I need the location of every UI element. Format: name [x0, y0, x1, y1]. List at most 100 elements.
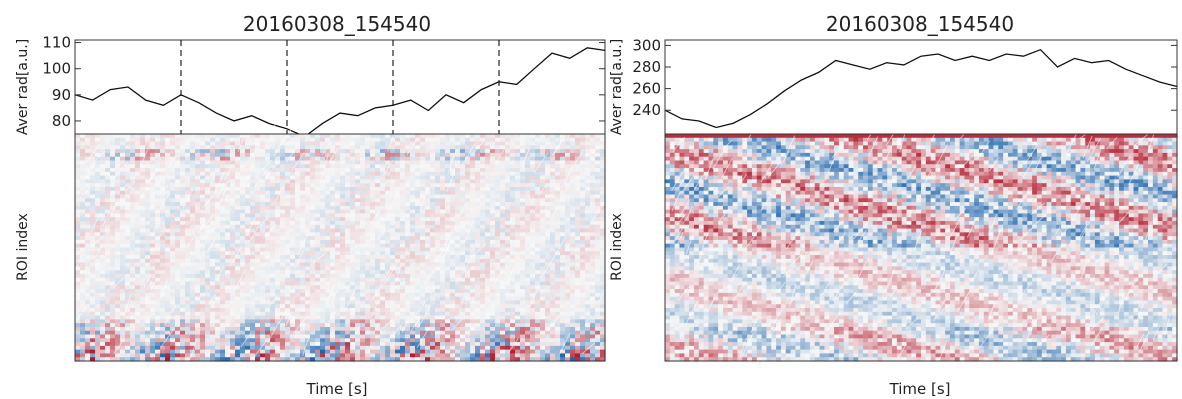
heatmap-cell	[450, 160, 456, 165]
heatmap-cell	[350, 209, 356, 215]
heatmap-cell	[120, 145, 126, 150]
heatmap-cell	[495, 296, 501, 302]
heatmap-cell	[225, 217, 231, 222]
heatmap-cell	[450, 255, 456, 260]
heatmap-cell	[270, 277, 276, 283]
heatmap-cell	[445, 183, 451, 188]
heatmap-cell	[245, 198, 251, 203]
heatmap-cell	[390, 217, 396, 222]
heatmap-cell	[345, 194, 351, 199]
heatmap-cell	[365, 168, 371, 173]
heatmap-cell	[520, 247, 526, 252]
heatmap-cell	[115, 198, 121, 203]
heatmap-cell	[565, 228, 571, 233]
heatmap-cell	[275, 228, 281, 233]
heatmap-cell	[400, 141, 406, 146]
heatmap-cell	[220, 308, 226, 313]
heatmap-cell	[355, 186, 361, 192]
heatmap-cell	[135, 262, 141, 268]
heatmap-cell	[555, 141, 561, 146]
heatmap-cell	[110, 198, 116, 203]
heatmap-cell	[365, 270, 371, 275]
heatmap-cell	[410, 190, 416, 196]
heatmap-cell	[355, 251, 361, 256]
heatmap-cell	[230, 160, 236, 165]
heatmap-cell	[470, 213, 476, 218]
heatmap-cell	[445, 168, 451, 173]
heatmap-cell	[280, 145, 286, 150]
heatmap-cell	[80, 255, 86, 260]
heatmap-cell	[80, 285, 86, 290]
heatmap-cell	[235, 156, 241, 162]
heatmap-cell	[135, 156, 141, 162]
heatmap-cell	[535, 134, 541, 139]
heatmap-cell	[145, 168, 151, 173]
heatmap-cell	[170, 149, 176, 154]
heatmap-cell	[230, 213, 236, 218]
heatmap-cell	[365, 183, 371, 188]
heatmap-cell	[75, 202, 81, 207]
heatmap-cell	[570, 160, 576, 165]
heatmap-cell	[395, 308, 401, 313]
heatmap-cell	[105, 164, 111, 169]
heatmap-cell	[215, 232, 221, 237]
heatmap-cell	[385, 186, 391, 192]
heatmap-cell	[595, 300, 601, 305]
heatmap-cell	[335, 300, 341, 305]
heatmap-cell	[135, 228, 141, 233]
heatmap-cell	[415, 262, 421, 268]
heatmap-cell	[500, 183, 506, 188]
heatmap-cell	[310, 145, 316, 150]
heatmap-cell	[390, 308, 396, 313]
heatmap-cell	[340, 179, 346, 184]
heatmap-cell	[195, 134, 201, 139]
heatmap-cell	[485, 171, 491, 177]
heatmap-cell	[310, 285, 316, 290]
heatmap-cell	[120, 217, 126, 222]
heatmap-cell	[435, 145, 441, 150]
heatmap-cell	[275, 239, 281, 245]
heatmap-cell	[405, 277, 411, 283]
heatmap-cell	[365, 213, 371, 218]
heatmap-cell	[90, 266, 96, 271]
heatmap-cell	[545, 202, 551, 207]
heatmap-cell	[165, 258, 171, 264]
heatmap-cell	[100, 300, 106, 305]
heatmap-cell	[205, 164, 211, 169]
heatmap-cell	[365, 194, 371, 199]
heatmap-cell	[250, 258, 256, 264]
heatmap-cell	[215, 160, 221, 165]
heatmap-cell	[360, 277, 366, 283]
heatmap-cell	[560, 160, 566, 165]
heatmap-cell	[520, 224, 526, 230]
heatmap-cell	[160, 232, 166, 237]
heatmap-cell	[570, 239, 576, 245]
heatmap-cell	[570, 296, 576, 302]
heatmap-cell	[450, 134, 456, 139]
heatmap-cell	[230, 243, 236, 249]
heatmap-cell	[155, 304, 161, 309]
heatmap-cell	[485, 183, 491, 188]
heatmap-cell	[250, 171, 256, 177]
heatmap-cell	[185, 247, 191, 252]
heatmap-cell	[340, 277, 346, 283]
heatmap-cell	[305, 243, 311, 249]
heatmap-cell	[310, 258, 316, 264]
heatmap-cell	[160, 149, 166, 154]
heatmap-cell	[475, 255, 481, 260]
heatmap-cell	[185, 221, 191, 226]
heatmap-cell	[165, 134, 171, 139]
heatmap-cell	[100, 149, 106, 154]
heatmap-cell	[275, 308, 281, 313]
heatmap-cell	[220, 205, 226, 211]
heatmap-cell	[305, 198, 311, 203]
heatmap-cell	[510, 304, 516, 309]
heatmap-cell	[135, 300, 141, 305]
heatmap-cell	[350, 239, 356, 245]
heatmap-cell	[525, 134, 531, 139]
heatmap-cell	[335, 277, 341, 283]
heatmap-cell	[135, 296, 141, 302]
heatmap-cell	[130, 175, 136, 180]
heatmap-cell	[530, 281, 536, 286]
heatmap-cell	[85, 194, 91, 199]
